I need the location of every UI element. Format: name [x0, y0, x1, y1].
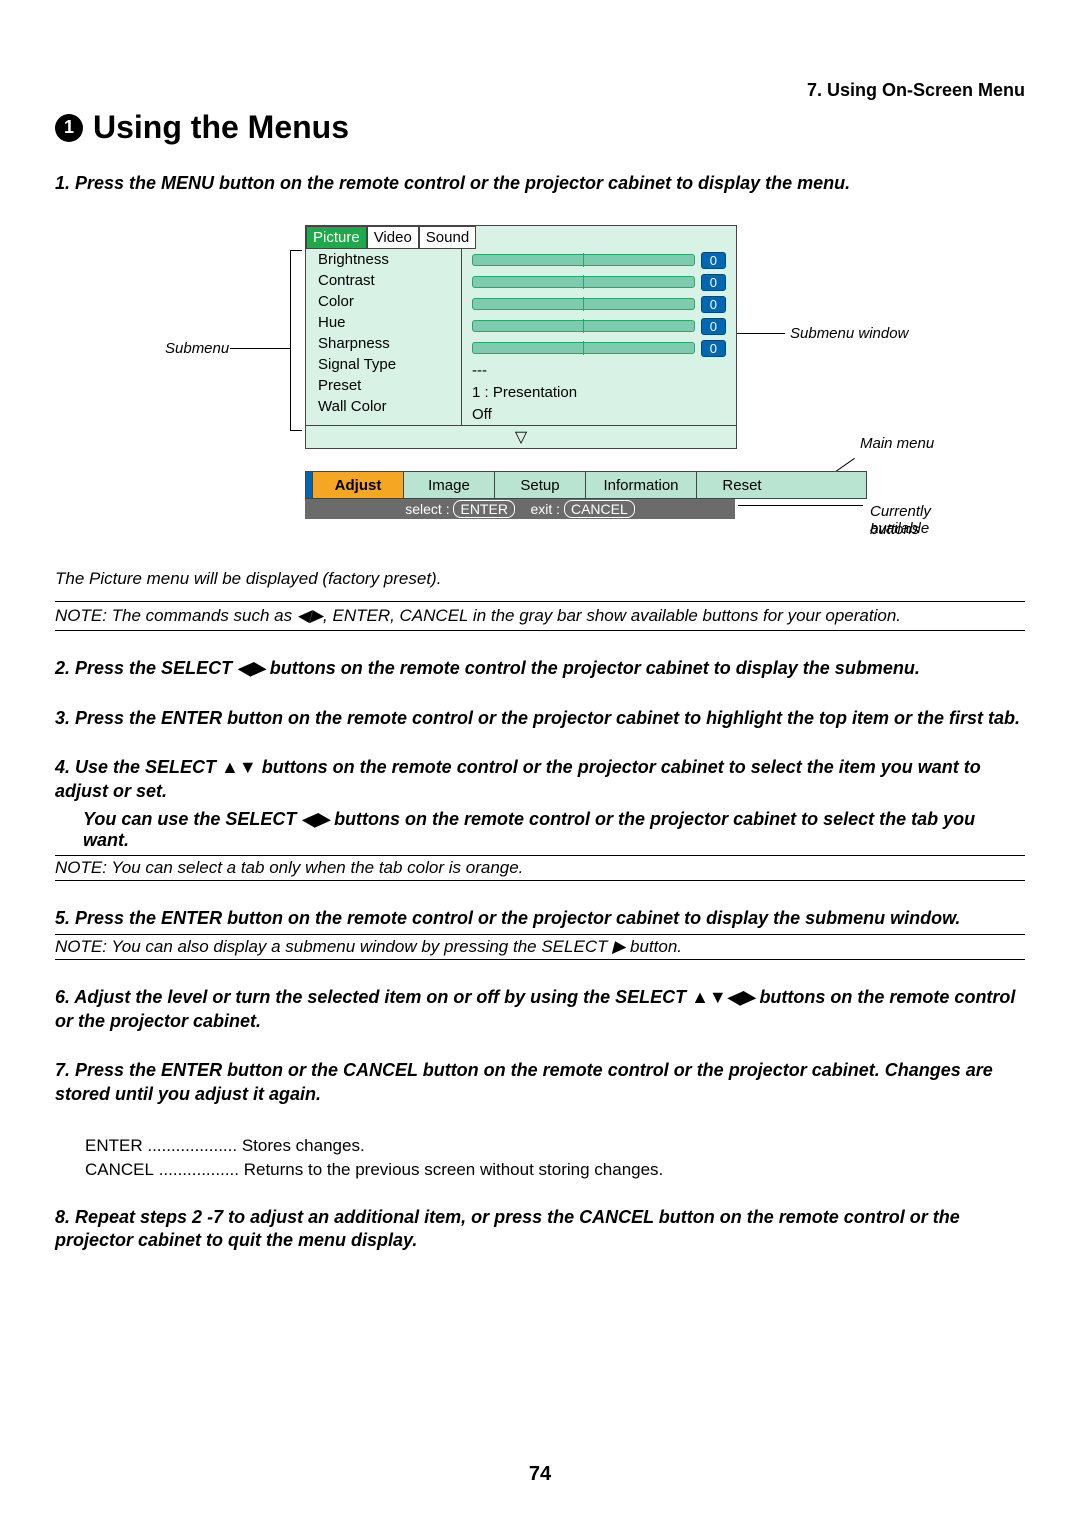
step-3: 3. Press the ENTER button on the remote … [55, 707, 1025, 730]
step6-pre: 6. Adjust the level or turn the selected… [55, 987, 691, 1007]
instr-select: select : [405, 501, 449, 517]
osd-tab-sound: Sound [419, 226, 476, 249]
note5-pre: NOTE: You can also display a submenu win… [55, 937, 612, 956]
step2-pre: 2. Press the SELECT [55, 658, 237, 678]
value-badge: 0 [701, 296, 726, 313]
osd-submenu-window: Picture Video Sound Brightness Contrast … [305, 225, 737, 449]
value-badge: 0 [701, 340, 726, 357]
value-badge: 0 [701, 318, 726, 335]
menu-diagram: Submenu Submenu window Main menu Current… [110, 225, 970, 545]
step4-pre: 4. Use the SELECT [55, 757, 221, 777]
callout-main-menu: Main menu [860, 435, 934, 452]
def-enter-dots: ................... [143, 1136, 242, 1155]
osd-row-label: Signal Type [306, 354, 461, 375]
osd-row-label: Wall Color [306, 396, 461, 417]
left-arrow-icon: ◀ [237, 657, 251, 680]
callout-submenu: Submenu [165, 340, 229, 357]
step-1: 1. Press the MENU button on the remote c… [55, 172, 1025, 195]
menu-grip [306, 472, 313, 498]
step4-sub-pre: You can use the SELECT [83, 809, 301, 829]
step1-caption: The Picture menu will be displayed (fact… [55, 569, 1025, 589]
def-enter-label: ENTER [85, 1136, 143, 1156]
slider [472, 298, 695, 310]
right-arrow-icon: ▶ [315, 809, 329, 830]
left-arrow-icon: ◀ [297, 606, 310, 626]
osd-value-text: Off [472, 406, 492, 423]
instruction-bar: select : ENTER exit : CANCEL [305, 499, 735, 519]
instr-exit: exit : [531, 501, 561, 517]
note-5: NOTE: You can also display a submenu win… [55, 934, 1025, 960]
slider [472, 320, 695, 332]
note5-post: button. [625, 937, 682, 956]
left-arrow-icon: ◀ [301, 809, 315, 830]
osd-row-label: Sharpness [306, 333, 461, 354]
main-menu-adjust: Adjust [313, 472, 404, 498]
note-1: NOTE: The commands such as ◀▶, ENTER, CA… [55, 601, 1025, 631]
main-menu-reset: Reset [697, 472, 787, 498]
value-badge: 0 [701, 252, 726, 269]
def-cancel: CANCEL ................. Returns to the … [85, 1160, 1025, 1180]
def-enter-text: Stores changes. [242, 1136, 365, 1155]
instr-enter: ENTER [453, 500, 514, 518]
osd-row-label: Brightness [306, 249, 461, 270]
def-cancel-label: CANCEL [85, 1160, 154, 1180]
step-4: 4. Use the SELECT ▲▼ buttons on the remo… [55, 756, 1025, 803]
osd-value-text: 1 : Presentation [472, 384, 577, 401]
osd-value-text: --- [472, 362, 487, 379]
step-4-sub: You can use the SELECT ◀▶ buttons on the… [83, 809, 1025, 851]
callout-buttons-l2: buttons [870, 521, 919, 538]
osd-row-label: Contrast [306, 270, 461, 291]
main-menu-bar: Adjust Image Setup Information Reset [305, 471, 867, 499]
osd-row-label: Color [306, 291, 461, 312]
down-arrow-icon: ▼ [709, 986, 727, 1009]
osd-tab-video: Video [367, 226, 419, 249]
right-arrow-icon: ▶ [612, 937, 625, 957]
callout-submenu-window: Submenu window [790, 325, 908, 342]
left-arrow-icon: ◀ [727, 986, 741, 1009]
value-badge: 0 [701, 274, 726, 291]
osd-row-label: Preset [306, 375, 461, 396]
step-7: 7. Press the ENTER button or the CANCEL … [55, 1059, 1025, 1106]
up-arrow-icon: ▲ [221, 756, 239, 779]
note1-post: , ENTER, CANCEL in the gray bar show ava… [323, 606, 901, 625]
title-number-circle: 1 [55, 114, 83, 142]
down-arrow-icon: ▽ [306, 425, 736, 448]
osd-value-column: 0 0 0 0 0 --- 1 : Presentation Off [462, 249, 736, 425]
step-6: 6. Adjust the level or turn the selected… [55, 986, 1025, 1033]
step2-post: buttons on the remote control the projec… [265, 658, 920, 678]
osd-tab-picture: Picture [306, 226, 367, 249]
title-row: 1 Using the Menus [55, 109, 1025, 146]
right-arrow-icon: ▶ [251, 657, 265, 680]
step-2: 2. Press the SELECT ◀▶ buttons on the re… [55, 657, 1025, 680]
note-4: NOTE: You can select a tab only when the… [55, 855, 1025, 881]
main-menu-information: Information [586, 472, 697, 498]
slider [472, 254, 695, 266]
step-8: 8. Repeat steps 2 -7 to adjust an additi… [55, 1206, 1025, 1253]
slider [472, 342, 695, 354]
page: 7. Using On-Screen Menu 1 Using the Menu… [0, 0, 1080, 1526]
up-arrow-icon: ▲ [691, 986, 709, 1009]
definitions: ENTER ................... Stores changes… [85, 1136, 1025, 1180]
def-cancel-text: Returns to the previous screen without s… [244, 1160, 664, 1179]
slider [472, 276, 695, 288]
note1-pre: NOTE: The commands such as [55, 606, 297, 625]
page-number: 74 [0, 1463, 1080, 1486]
osd-tabs: Picture Video Sound [306, 226, 736, 249]
down-arrow-icon: ▼ [239, 756, 257, 779]
instr-cancel: CANCEL [564, 500, 635, 518]
osd-label-column: Brightness Contrast Color Hue Sharpness … [306, 249, 462, 425]
def-cancel-dots: ................. [154, 1160, 244, 1179]
main-menu-setup: Setup [495, 472, 586, 498]
right-arrow-icon: ▶ [310, 606, 323, 626]
def-enter: ENTER ................... Stores changes… [85, 1136, 1025, 1156]
section-header: 7. Using On-Screen Menu [55, 80, 1025, 101]
page-title: Using the Menus [93, 109, 349, 146]
main-menu-image: Image [404, 472, 495, 498]
step-5: 5. Press the ENTER button on the remote … [55, 907, 1025, 930]
right-arrow-icon: ▶ [741, 986, 755, 1009]
osd-row-label: Hue [306, 312, 461, 333]
